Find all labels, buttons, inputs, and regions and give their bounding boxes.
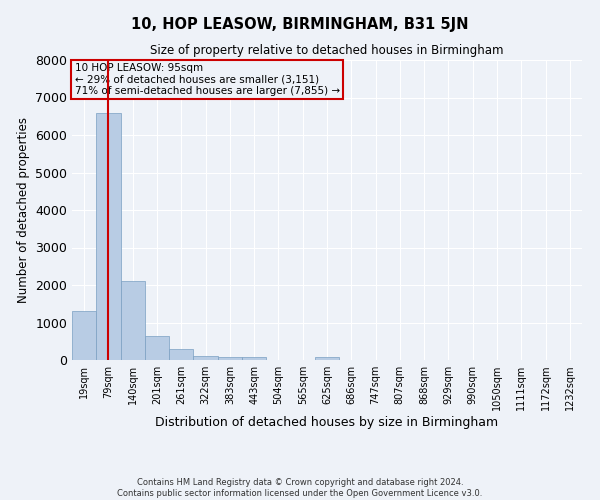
Bar bbox=[145, 336, 169, 360]
Bar bbox=[193, 356, 218, 360]
X-axis label: Distribution of detached houses by size in Birmingham: Distribution of detached houses by size … bbox=[155, 416, 499, 429]
Text: 10 HOP LEASOW: 95sqm
← 29% of detached houses are smaller (3,151)
71% of semi-de: 10 HOP LEASOW: 95sqm ← 29% of detached h… bbox=[74, 63, 340, 96]
Bar bbox=[96, 112, 121, 360]
Text: Contains HM Land Registry data © Crown copyright and database right 2024.
Contai: Contains HM Land Registry data © Crown c… bbox=[118, 478, 482, 498]
Y-axis label: Number of detached properties: Number of detached properties bbox=[17, 117, 29, 303]
Bar bbox=[169, 349, 193, 360]
Bar bbox=[121, 281, 145, 360]
Text: 10, HOP LEASOW, BIRMINGHAM, B31 5JN: 10, HOP LEASOW, BIRMINGHAM, B31 5JN bbox=[131, 18, 469, 32]
Bar bbox=[218, 357, 242, 360]
Bar bbox=[242, 357, 266, 360]
Bar bbox=[315, 357, 339, 360]
Title: Size of property relative to detached houses in Birmingham: Size of property relative to detached ho… bbox=[150, 44, 504, 58]
Bar bbox=[72, 311, 96, 360]
